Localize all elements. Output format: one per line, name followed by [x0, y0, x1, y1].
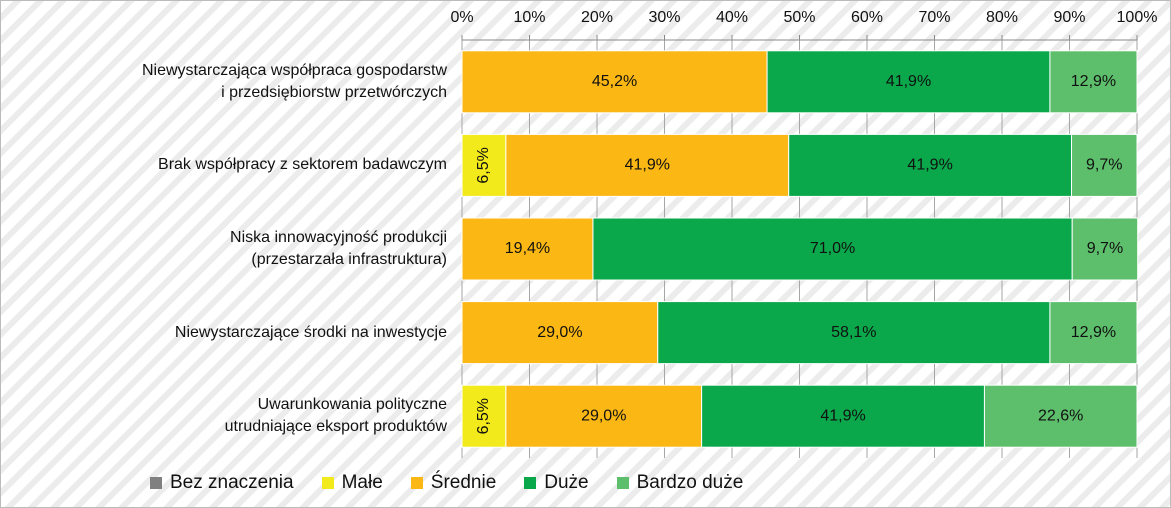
data-label: 41,9%	[886, 73, 931, 90]
data-label: 22,6%	[1038, 407, 1083, 424]
x-tick-label: 50%	[783, 9, 815, 26]
category-label: Uwarunkowania polityczne utrudniające ek…	[224, 396, 447, 436]
legend-swatch	[616, 477, 629, 489]
legend-label: Małe	[341, 472, 383, 493]
bar-segment	[461, 384, 507, 448]
bar-segment	[1049, 50, 1138, 114]
legend-swatch	[321, 477, 334, 489]
data-label: 71,0%	[810, 240, 855, 257]
legend-swatch	[150, 477, 162, 489]
category-label: Brak współpracy z sektorem badawczym	[158, 156, 447, 174]
data-label: 41,9%	[820, 407, 865, 424]
x-tick-label: 70%	[918, 9, 950, 26]
x-tick-label: 10%	[513, 9, 545, 26]
bar-segment	[505, 384, 703, 448]
data-label: 41,9%	[907, 157, 952, 174]
x-tick-label: 30%	[648, 9, 680, 26]
x-tick-label: 80%	[986, 9, 1018, 26]
legend-item: Małe	[321, 472, 383, 494]
bar-segment	[788, 133, 1073, 197]
bar-segment	[461, 217, 594, 281]
legend-item: Bardzo duże	[616, 472, 744, 494]
bar-segment	[657, 301, 1051, 365]
bar-segment	[766, 50, 1051, 114]
bar-segment	[1049, 301, 1138, 365]
data-label: 29,0%	[537, 324, 582, 341]
legend-swatch	[524, 477, 537, 489]
legend-item: Bez znaczenia	[150, 472, 294, 494]
category-label: Niska innowacyjność produkcji (przestarz…	[230, 229, 447, 268]
legend-item: Duże	[524, 472, 589, 494]
legend-label: Bardzo duże	[636, 472, 744, 493]
legend-label: Duże	[544, 472, 589, 493]
bar-segment	[983, 384, 1138, 448]
data-label: 9,7%	[1087, 240, 1123, 257]
x-tick-label: 20%	[581, 9, 613, 26]
x-tick-label: 100%	[1117, 9, 1158, 26]
x-tick-label: 60%	[851, 9, 883, 26]
data-label: 12,9%	[1071, 324, 1116, 341]
x-tick-label: 40%	[716, 9, 748, 26]
data-label: 12,9%	[1071, 73, 1116, 90]
data-label: 19,4%	[505, 240, 550, 257]
bar-segment	[461, 50, 768, 114]
data-label: 29,0%	[581, 407, 626, 424]
legend-swatch	[410, 477, 423, 489]
bar-segment	[461, 301, 659, 365]
bar-segment	[1071, 217, 1139, 281]
legend-item: Średnie	[410, 472, 497, 494]
legend-label: Średnie	[430, 472, 497, 493]
x-tick-label: 90%	[1053, 9, 1085, 26]
data-label: 58,1%	[831, 324, 876, 341]
bar-segment	[1071, 133, 1138, 197]
data-label: 9,7%	[1086, 157, 1122, 174]
category-label: Niewystarczające środki na inwestycje	[174, 323, 447, 341]
bar-segment	[592, 217, 1073, 281]
data-label: 45,2%	[592, 73, 637, 90]
data-label: 6,5%	[475, 147, 492, 183]
data-label: 41,9%	[625, 157, 670, 174]
x-tick-label: 0%	[450, 9, 473, 26]
data-label: 6,5%	[475, 398, 492, 434]
category-label: Niewystarczająca współpraca gospodarstw …	[141, 61, 447, 101]
legend-label: Bez znaczenia	[170, 472, 294, 493]
bar-segment	[701, 384, 985, 448]
legend: Bez znaczenia Małe Średnie Duże Bardzo duże	[150, 472, 743, 494]
